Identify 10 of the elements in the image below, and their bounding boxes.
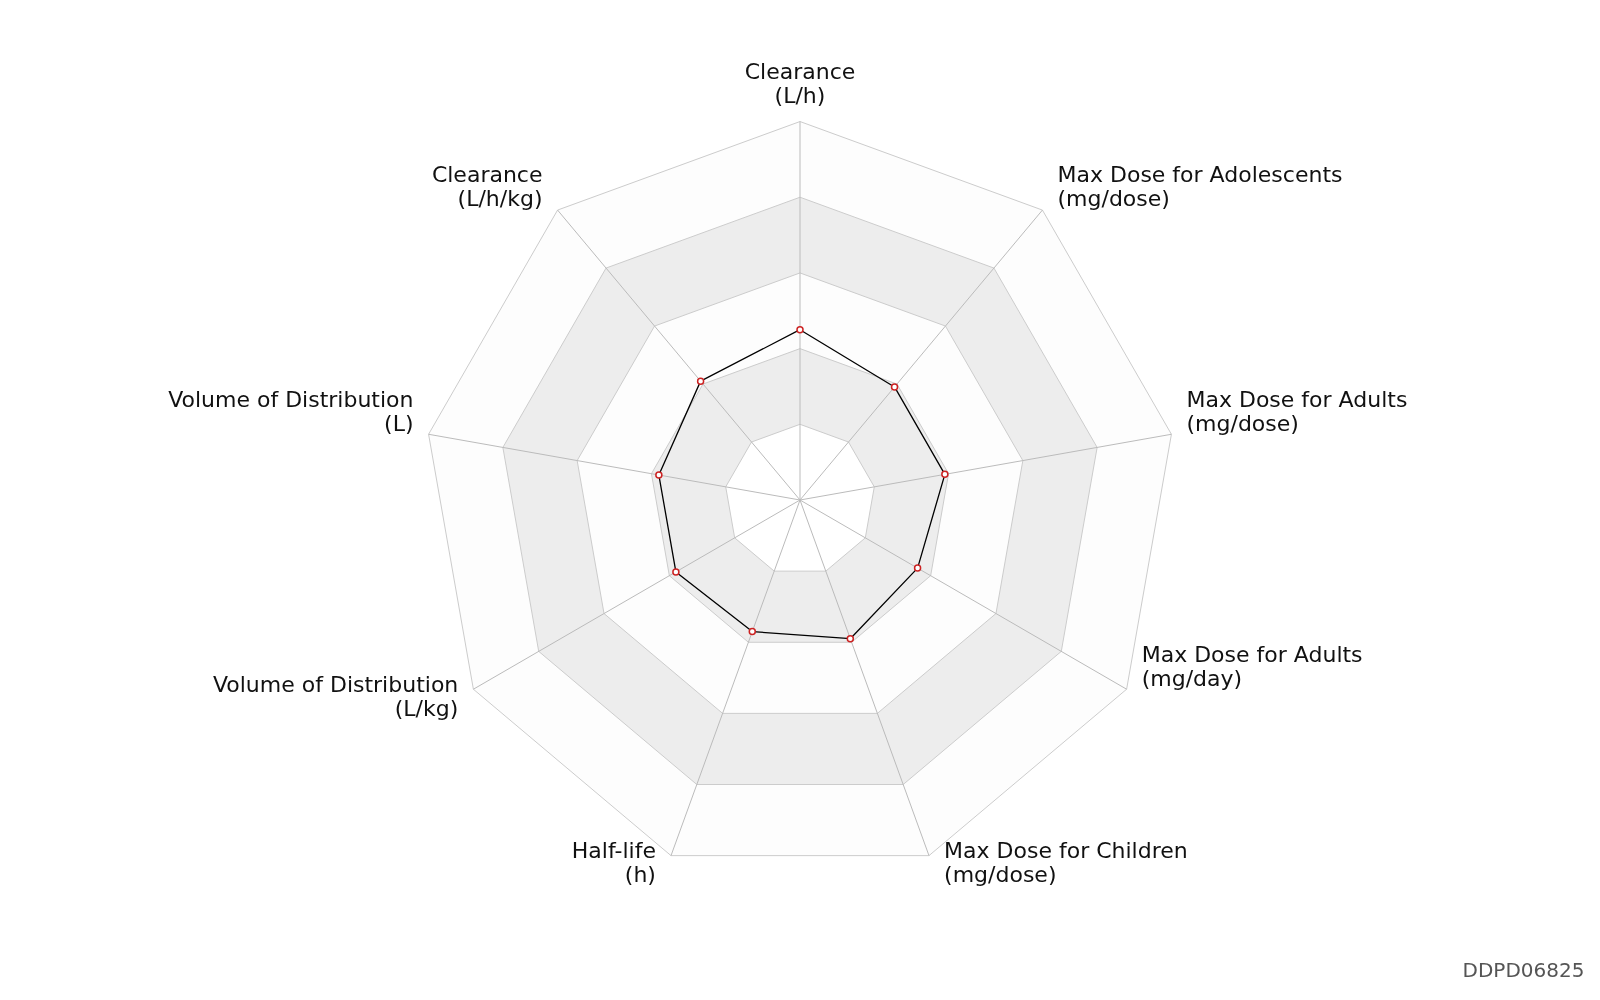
- spoke-label: Clearance (L/h): [744, 58, 856, 108]
- spoke-label: Max Dose for Adults (mg/dose): [1186, 386, 1408, 436]
- spoke-label: Volume of Distribution (L/kg): [212, 671, 459, 721]
- spoke-label: Max Dose for Adults (mg/day): [1141, 641, 1363, 691]
- spoke-label: Volume of Distribution (L): [168, 386, 414, 436]
- spoke-label: Max Dose for Children (mg/dose): [944, 838, 1188, 888]
- spoke-label: Max Dose for Adolescents (mg/dose): [1057, 162, 1343, 212]
- spoke-label: Half-life (h): [571, 838, 656, 888]
- text: DDPD06825: [1462, 957, 1585, 982]
- spoke-label: Clearance (L/h/kg): [431, 162, 543, 212]
